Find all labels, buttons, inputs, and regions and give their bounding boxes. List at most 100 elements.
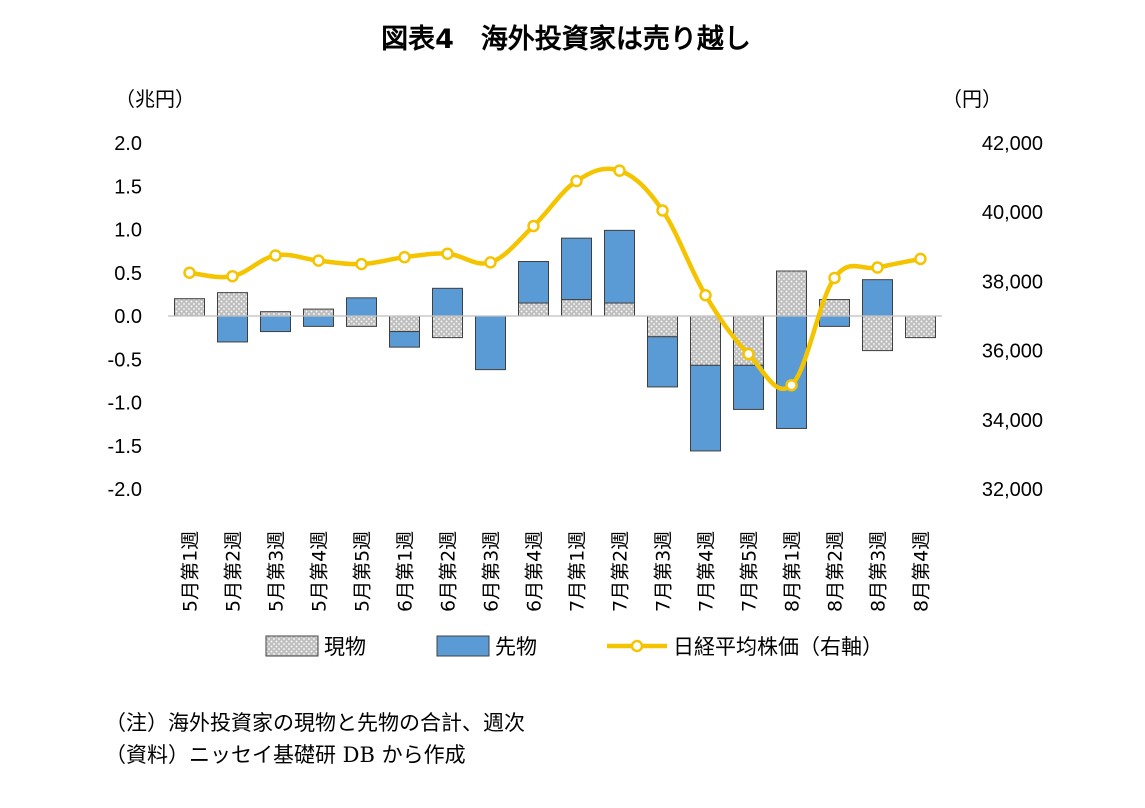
category-label: 5月第1週 xyxy=(180,531,202,612)
bar-genbutsu xyxy=(905,315,936,339)
nikkei-point xyxy=(527,219,540,233)
nikkei-point xyxy=(699,288,712,302)
left-axis: 2.0 1.5 1.0 0.5 0.0 -0.5 -1.0 -1.5 -2.0 xyxy=(108,133,142,501)
bar-genbutsu xyxy=(604,302,635,317)
nikkei-point xyxy=(613,164,626,177)
category-label: 6月第4週 xyxy=(524,531,546,612)
left-tick-label: -0.5 xyxy=(108,349,142,371)
left-tick-label: 0.5 xyxy=(114,263,142,285)
nikkei-line xyxy=(189,166,921,391)
category-label: 5月第2週 xyxy=(223,531,245,612)
category-label: 5月第5週 xyxy=(352,531,374,612)
left-tick-label: 2.0 xyxy=(114,133,142,155)
nikkei-point xyxy=(570,174,583,188)
category-label: 7月第5週 xyxy=(739,531,761,612)
left-tick-label: -2.0 xyxy=(108,479,142,501)
left-tick-label: -1.5 xyxy=(108,436,142,458)
bar-sakimono xyxy=(518,261,549,304)
bar-series xyxy=(174,229,936,452)
bar-genbutsu xyxy=(303,308,334,317)
nikkei-point xyxy=(656,204,669,217)
notes: （注）海外投資家の現物と先物の合計、週次 （資料）ニッセイ基礎研 DB から作成 xyxy=(105,707,525,771)
bar-sakimono xyxy=(862,279,893,317)
bar-sakimono xyxy=(346,297,377,317)
category-label: 8月第4週 xyxy=(911,531,933,612)
category-labels: 5月第1週 5月第2週 5月第3週 5月第4週 5月第5週 6月第1週 6月第2週 6月第3週… xyxy=(180,531,933,612)
source-line: （資料）ニッセイ基礎研 DB から作成 xyxy=(105,743,466,767)
nikkei-point xyxy=(312,254,325,267)
left-tick-label: 1.5 xyxy=(114,176,142,198)
legend-swatch-nikkei-point xyxy=(630,639,644,653)
bar-sakimono xyxy=(475,315,506,371)
bar-sakimono xyxy=(303,315,334,327)
bar-sakimono xyxy=(604,229,635,304)
nikkei-point xyxy=(742,347,755,361)
bar-genbutsu xyxy=(776,270,807,317)
legend-swatch-sakimono xyxy=(436,635,490,657)
right-tick-label: 36,000 xyxy=(982,341,1043,363)
bar-genbutsu xyxy=(432,315,463,339)
nikkei-point xyxy=(914,252,927,266)
right-tick-label: 34,000 xyxy=(982,410,1043,432)
category-label: 6月第2週 xyxy=(438,531,460,612)
right-tick-label: 32,000 xyxy=(982,479,1043,501)
category-label: 8月第2週 xyxy=(825,531,847,612)
category-label: 7月第1週 xyxy=(567,531,589,612)
legend-label-sakimono: 先物 xyxy=(495,635,537,659)
category-label: 8月第1週 xyxy=(782,531,804,612)
bar-sakimono xyxy=(389,331,420,348)
bar-sakimono xyxy=(260,315,291,333)
left-tick-label: -1.0 xyxy=(108,393,142,415)
category-label: 8月第3週 xyxy=(868,531,890,612)
category-label: 5月第3週 xyxy=(266,531,288,612)
note-line: （注）海外投資家の現物と先物の合計、週次 xyxy=(105,711,525,735)
bar-sakimono xyxy=(690,364,721,452)
nikkei-point xyxy=(226,269,239,283)
nikkei-point xyxy=(484,256,497,269)
bar-genbutsu xyxy=(690,315,721,366)
nikkei-point xyxy=(441,247,454,260)
nikkei-point xyxy=(828,271,841,285)
category-label: 6月第3週 xyxy=(481,531,503,612)
left-tick-label: 1.0 xyxy=(114,220,142,242)
legend-swatch-genbutsu xyxy=(265,635,319,657)
bar-genbutsu xyxy=(260,311,291,317)
chart-title: 図表4 海外投資家は売り越し xyxy=(381,23,751,55)
left-tick-label: 0.0 xyxy=(114,306,142,328)
right-tick-label: 42,000 xyxy=(982,133,1043,155)
bar-genbutsu xyxy=(174,298,205,317)
left-axis-unit: （兆円） xyxy=(115,87,195,111)
category-label: 7月第3週 xyxy=(653,531,675,612)
bar-genbutsu xyxy=(647,315,678,338)
bar-sakimono xyxy=(819,315,850,327)
bar-genbutsu xyxy=(389,315,420,333)
bar-genbutsu xyxy=(561,299,592,317)
nikkei-point xyxy=(398,250,411,264)
right-tick-label: 40,000 xyxy=(982,202,1043,224)
category-label: 6月第1週 xyxy=(395,531,417,612)
right-tick-label: 38,000 xyxy=(982,271,1043,293)
category-label: 7月第2週 xyxy=(610,531,632,612)
bar-sakimono xyxy=(733,364,764,410)
category-label: 5月第4週 xyxy=(309,531,331,612)
right-axis: 42,000 40,000 38,000 36,000 34,000 32,000 xyxy=(982,133,1043,501)
nikkei-point xyxy=(269,249,282,262)
bar-sakimono xyxy=(217,315,248,343)
bar-genbutsu xyxy=(346,315,377,327)
bar-sakimono xyxy=(561,237,592,301)
nikkei-line-series xyxy=(183,164,927,392)
chart-canvas: 図表4 海外投資家は売り越し （兆円） （円） 2.0 1.5 1.0 0.5 0.0 -… xyxy=(108,23,1043,659)
bar-genbutsu xyxy=(217,292,248,317)
nikkei-point xyxy=(183,266,196,279)
bar-genbutsu xyxy=(862,315,893,352)
nikkei-point xyxy=(785,378,798,392)
category-label: 7月第4週 xyxy=(696,531,718,612)
right-axis-unit: （円） xyxy=(942,87,1002,111)
legend: 現物 先物 日経平均株価（右軸） xyxy=(265,635,883,659)
legend-label-genbutsu: 現物 xyxy=(324,635,366,659)
bar-genbutsu xyxy=(518,302,549,317)
legend-label-nikkei: 日経平均株価（右軸） xyxy=(673,635,883,659)
nikkei-point xyxy=(871,261,884,274)
nikkei-point xyxy=(355,257,368,271)
bar-sakimono xyxy=(432,287,463,317)
